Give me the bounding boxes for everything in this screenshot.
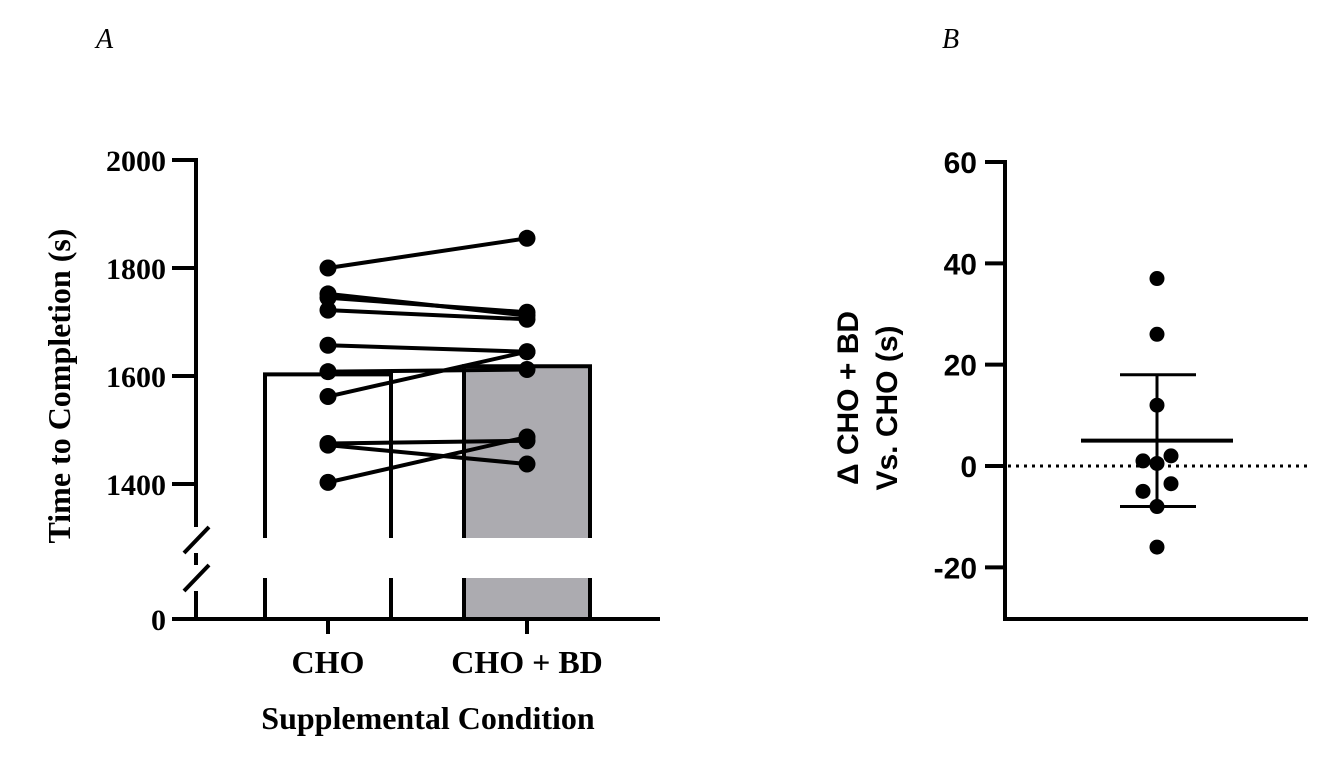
subject-line-7 — [327, 349, 528, 399]
axis-break-mark-1 — [182, 525, 211, 555]
panel-b-point-4 — [1163, 448, 1179, 464]
cho-bd-point-7 — [518, 343, 536, 361]
panel-b-point-7 — [1163, 476, 1179, 492]
cho-point-7 — [319, 388, 337, 406]
subject-line-8 — [327, 438, 528, 446]
bar-cho-bd-fill-upper — [464, 366, 590, 538]
subject-line-1 — [327, 236, 528, 270]
panel-a-x-axis-label: Supplemental Condition — [261, 700, 595, 736]
subject-line-9 — [327, 443, 528, 467]
cho-point-3 — [319, 289, 337, 307]
y-tick-label-2000: 2000 — [106, 145, 166, 178]
panel-b-point-1 — [1149, 271, 1165, 287]
cho-bd-point-1 — [518, 229, 536, 247]
y-tick-label-1800: 1800 — [106, 253, 166, 286]
axis-break-mark-2 — [182, 563, 211, 593]
y-tick-label-1400: 1400 — [106, 469, 166, 502]
panel-b-point-8 — [1135, 483, 1151, 499]
subject-line-6 — [327, 367, 528, 374]
panel-b-y-tick-label-40: 40 — [944, 248, 977, 281]
panel-b-y-tick-label--20: -20 — [934, 552, 977, 585]
panel-b-letter: B — [942, 24, 959, 55]
subject-line-5 — [327, 343, 528, 354]
cho-point-10 — [319, 473, 337, 491]
panel-b-point-10 — [1149, 539, 1165, 555]
panel-b-y-tick-label-20: 20 — [944, 350, 977, 383]
cho-bd-point-10 — [518, 428, 536, 446]
panel-b-y-axis-label-line1: Δ CHO + BD — [832, 311, 865, 485]
x-tick-label-1: CHO — [292, 644, 365, 680]
cho-point-1 — [319, 259, 337, 277]
y-tick-label-1600: 1600 — [106, 361, 166, 394]
panel-b-point-9 — [1149, 499, 1165, 515]
panel-b-y-tick-label-0: 0 — [960, 451, 977, 484]
x-tick-label-2: CHO + BD — [451, 644, 603, 680]
cho-point-5 — [319, 336, 337, 354]
bar-cho-bd-fill-lower — [464, 578, 590, 619]
panel-b-y-axis-label-line2: Vs. CHO (s) — [871, 325, 904, 490]
subject-line-3 — [327, 295, 528, 315]
cho-point-4 — [319, 301, 337, 319]
cho-bd-point-9 — [518, 455, 536, 473]
panel-b-point-3 — [1149, 397, 1165, 413]
y-tick-label-0: 0 — [151, 604, 166, 637]
panel-b-y-tick-label-60: 60 — [944, 147, 977, 180]
cho-point-9 — [319, 436, 337, 454]
subject-line-4 — [327, 308, 528, 322]
panel-a-chart: 0 1400 1600 1800 2000 CHO CHO + BD Supplementa… — [41, 145, 660, 736]
panel-b-point-6 — [1149, 455, 1165, 471]
cho-bd-point-6 — [518, 361, 536, 379]
panel-a-y-axis-label: Time to Completion (s) — [41, 229, 77, 544]
panel-b-chart: -20 0 20 40 60 Δ CHO + BD Vs. CHO (s) — [832, 147, 1310, 621]
cho-point-6 — [319, 363, 337, 381]
panel-b-point-5 — [1135, 453, 1151, 469]
subject-line-10 — [327, 435, 528, 485]
panel-a-letter: A — [94, 24, 114, 55]
panel-b-point-2 — [1149, 326, 1165, 342]
cho-bd-point-4 — [518, 310, 536, 328]
